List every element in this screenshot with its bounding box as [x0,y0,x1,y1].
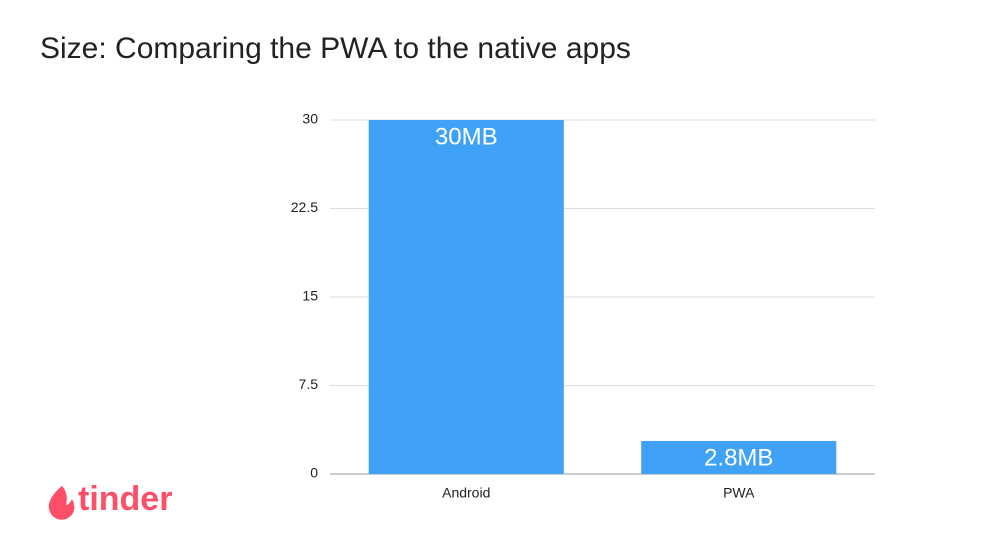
bar [368,120,564,474]
y-tick-label: 15 [302,288,318,304]
y-tick-label: 22.5 [291,199,318,215]
chart-title: Size: Comparing the PWA to the native ap… [40,32,631,65]
y-tick-label: 7.5 [299,376,319,392]
y-tick-label: 0 [310,465,318,481]
value-label: 2.8MB [704,444,773,471]
x-tick-label: PWA [723,485,755,501]
logo-text: tinder [78,480,172,518]
y-tick-label: 30 [302,111,318,127]
bar [641,440,837,474]
value-label: 30MB [435,123,498,150]
logo-flame [48,486,75,520]
logo: tinder [48,480,172,520]
x-tick-label: Android [442,485,490,501]
